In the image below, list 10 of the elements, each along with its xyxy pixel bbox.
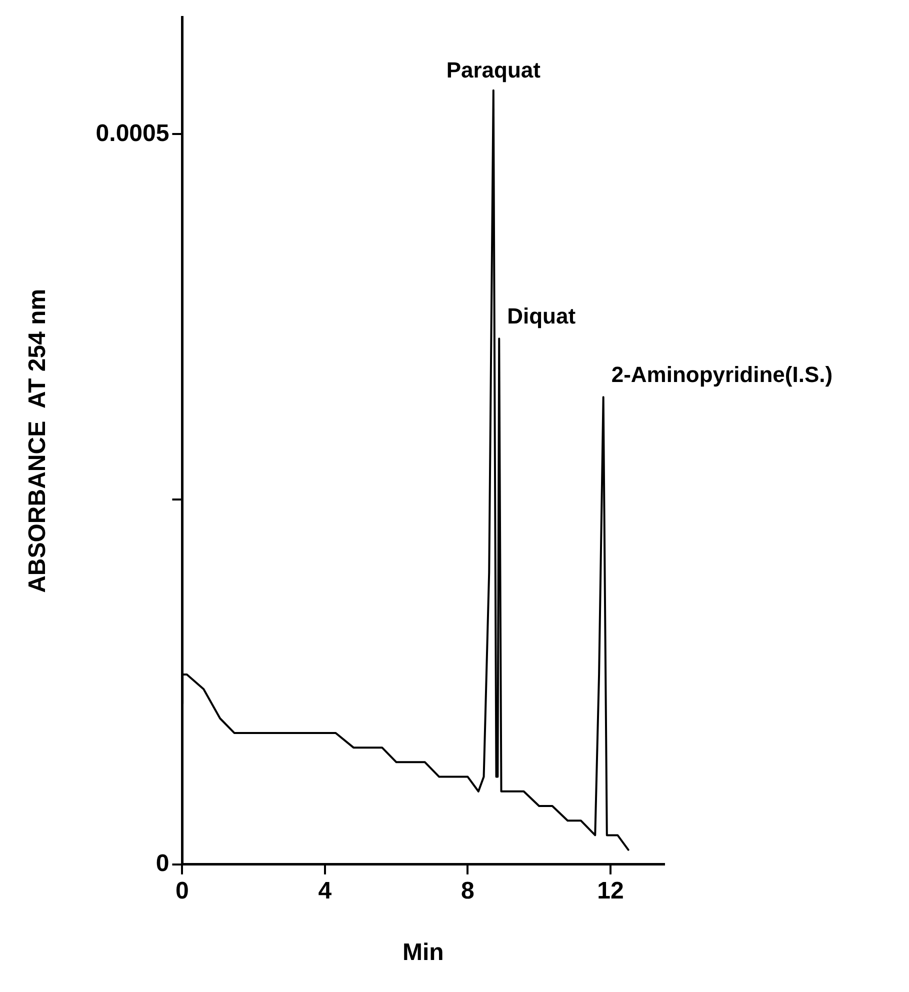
y-tick-label: 0.0005 bbox=[96, 120, 170, 147]
y-axis-title: ABSORBANCE AT 254 nm bbox=[24, 288, 52, 593]
x-tick-label: 12 bbox=[597, 877, 624, 904]
x-tick-label: 4 bbox=[318, 877, 332, 904]
annotation: Paraquat bbox=[446, 57, 542, 82]
annotation: 2-Aminopyridine(I.S.) bbox=[611, 362, 833, 388]
x-tick-label: 8 bbox=[461, 877, 474, 904]
x-axis-title: Min bbox=[402, 939, 444, 966]
x-tick-label: 0 bbox=[176, 877, 189, 904]
annotation: Diquat bbox=[507, 304, 576, 329]
